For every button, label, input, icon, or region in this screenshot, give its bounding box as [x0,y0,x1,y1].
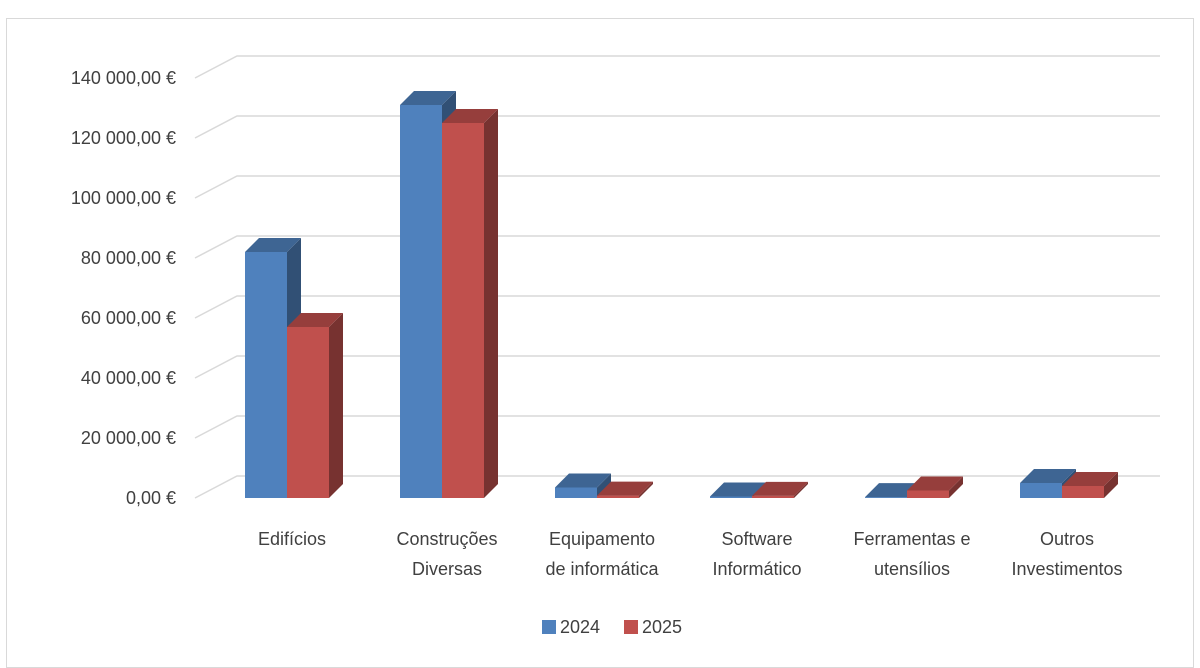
legend-item: 2025 [624,617,682,637]
chart-area [6,18,1194,668]
x-category-label: de informática [545,559,659,579]
x-category-label: Equipamento [549,529,655,549]
gridline [194,475,1160,499]
y-tick-label: 80 000,00 € [81,248,176,268]
legend-label: 2025 [642,617,682,637]
x-category-label: Edifícios [258,529,326,549]
legend-label: 2024 [560,617,600,637]
gridline [194,355,1160,379]
legend: 2024 2025 [542,617,682,637]
gridline [194,55,1160,79]
x-category-label: Diversas [412,559,482,579]
gridline [194,235,1160,259]
y-tick-label: 0,00 € [126,488,176,508]
bar [287,313,343,498]
legend-swatch [542,620,556,634]
x-category-label: Construções [396,529,497,549]
gridline [194,415,1160,439]
x-category-label: utensílios [874,559,950,579]
y-axis-tick-labels: 0,00 € 20 000,00 € 40 000,00 € 60 000,00 € 8… [71,68,176,508]
bar [907,476,963,498]
gridline [194,175,1160,199]
bar [442,109,498,498]
x-category-label: Ferramentas e [853,529,970,549]
x-category-label: Informático [712,559,801,579]
legend-item: 2024 [542,617,600,637]
y-tick-label: 100 000,00 € [71,188,176,208]
bar [752,481,808,498]
y-tick-label: 20 000,00 € [81,428,176,448]
gridline [194,115,1160,139]
gridlines [194,55,1160,499]
bar [1062,472,1118,498]
y-tick-label: 40 000,00 € [81,368,176,388]
x-category-label: Software [721,529,792,549]
y-tick-label: 60 000,00 € [81,308,176,328]
y-tick-label: 120 000,00 € [71,128,176,148]
x-category-label: Outros [1040,529,1094,549]
x-category-label: Investimentos [1011,559,1122,579]
bar [555,473,611,498]
x-axis-category-labels: Edifícios Construções Diversas Equipamento d… [258,529,1123,579]
legend-swatch [624,620,638,634]
y-tick-label: 140 000,00 € [71,68,176,88]
gridline [194,295,1160,319]
bars [245,91,1118,498]
bar [597,481,653,498]
